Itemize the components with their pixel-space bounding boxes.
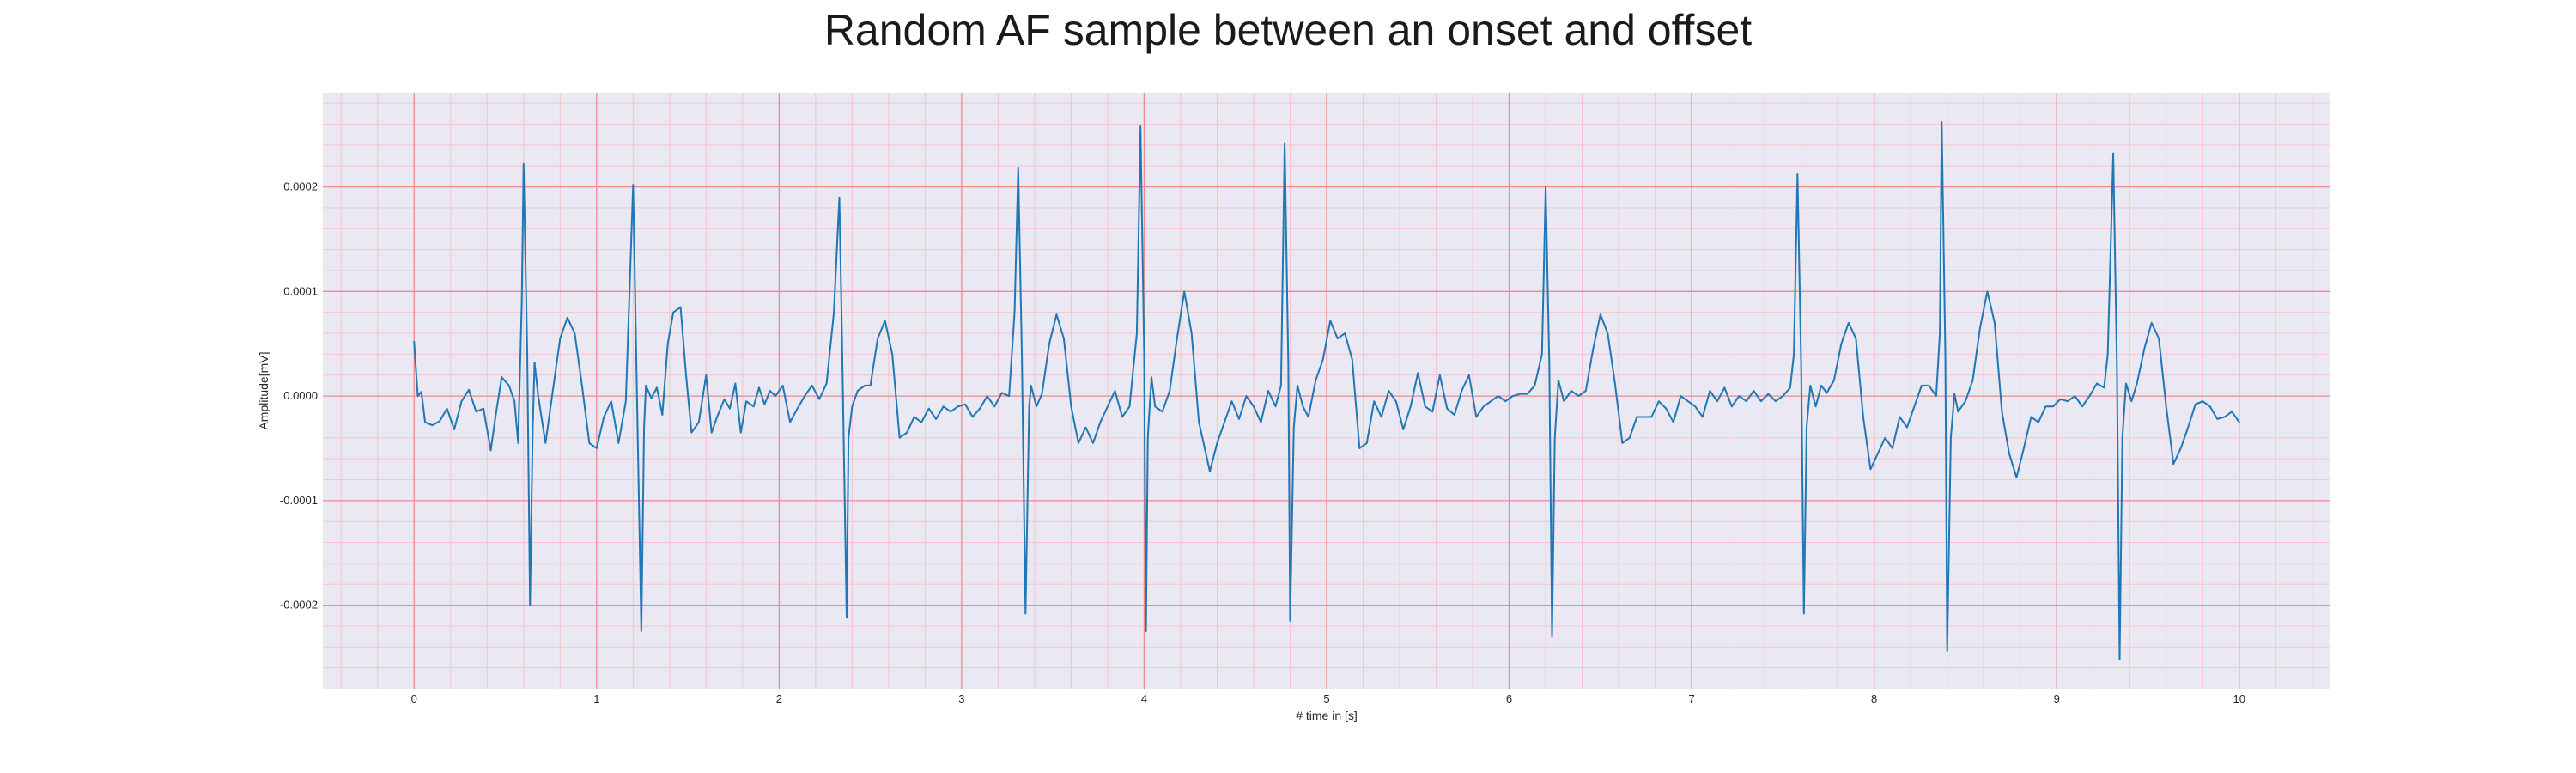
y-axis-ticks: -0.0002 -0.0001 0.0000 0.0001 0.0002 (280, 180, 318, 612)
chart-title: Random AF sample between an onset and of… (823, 6, 1753, 54)
x-tick-label: 1 (593, 692, 599, 705)
x-tick-label: 5 (1323, 692, 1329, 705)
y-tick-label: 0.0002 (283, 180, 318, 193)
y-tick-label: 0.0001 (283, 284, 318, 297)
x-tick-label: 6 (1506, 692, 1512, 705)
x-tick-label: 2 (776, 692, 782, 705)
x-tick-label: 9 (2054, 692, 2060, 705)
x-axis-ticks: 0 1 2 3 4 5 6 7 8 9 10 (411, 692, 2245, 705)
x-tick-label: 3 (958, 692, 964, 705)
y-tick-label: 0.0000 (283, 389, 318, 402)
x-tick-label: 0 (411, 692, 417, 705)
series-layer (413, 121, 2240, 660)
series-line (413, 121, 2240, 660)
x-axis-label: # time in [s] (1296, 709, 1358, 722)
y-tick-label: -0.0001 (280, 494, 318, 507)
y-tick-label: -0.0002 (280, 599, 318, 612)
x-tick-label: 7 (1688, 692, 1694, 705)
x-tick-label: 4 (1141, 692, 1147, 705)
x-tick-label: 8 (1871, 692, 1877, 705)
y-axis-label: Amplitude[mV] (257, 351, 270, 429)
major-grid (323, 93, 2330, 689)
x-tick-label: 10 (2233, 692, 2245, 705)
